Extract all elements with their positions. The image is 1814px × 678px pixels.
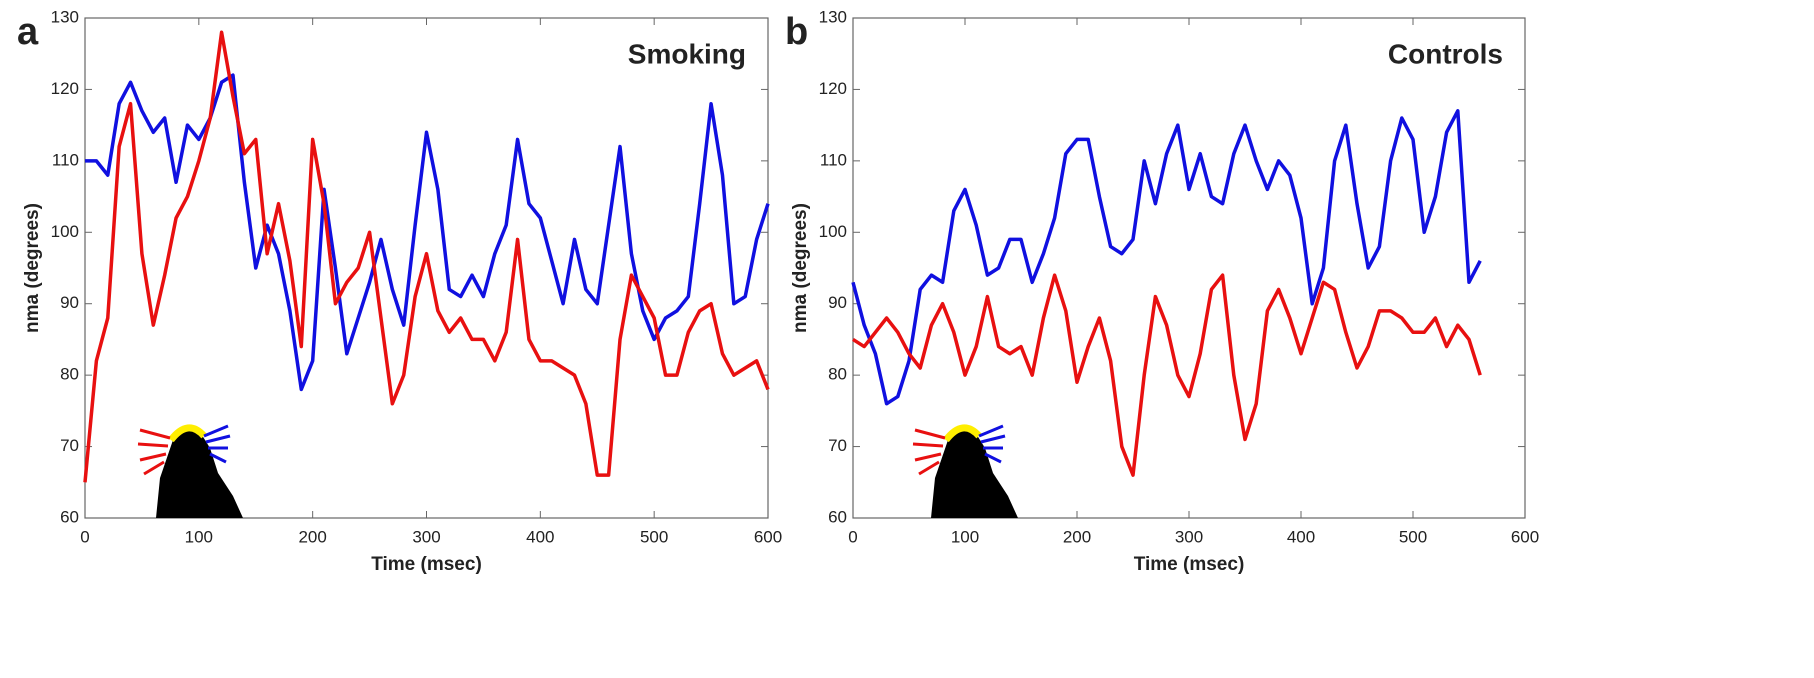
y-tick-label: 60 bbox=[828, 507, 847, 526]
y-tick-label: 80 bbox=[60, 365, 79, 384]
y-tick-label: 110 bbox=[820, 150, 847, 169]
x-tick-label: 600 bbox=[754, 527, 782, 546]
y-tick-label: 130 bbox=[819, 7, 847, 26]
y-tick-label: 80 bbox=[828, 365, 847, 384]
y-tick-label: 60 bbox=[60, 507, 79, 526]
x-tick-label: 300 bbox=[1175, 527, 1203, 546]
x-tick-label: 500 bbox=[640, 527, 668, 546]
x-tick-label: 400 bbox=[526, 527, 554, 546]
y-tick-label: 90 bbox=[60, 293, 79, 312]
data-line bbox=[852, 273, 1482, 477]
panel-title: Controls bbox=[1388, 38, 1503, 69]
x-tick-label: 100 bbox=[185, 527, 213, 546]
y-tick-label: 120 bbox=[819, 79, 847, 98]
y-tick-label: 100 bbox=[51, 222, 79, 241]
y-tick-label: 70 bbox=[828, 436, 847, 455]
panel-letter: b bbox=[785, 11, 808, 53]
x-tick-label: 400 bbox=[1287, 527, 1315, 546]
x-axis-title: Time (msec) bbox=[1134, 554, 1245, 575]
panel-title: Smoking bbox=[628, 38, 746, 69]
x-tick-label: 100 bbox=[951, 527, 979, 546]
y-tick-label: 100 bbox=[819, 222, 847, 241]
y-tick-label: 70 bbox=[60, 436, 79, 455]
x-tick-label: 0 bbox=[848, 527, 857, 546]
x-axis-title: Time (msec) bbox=[371, 554, 482, 575]
y-axis-title: nma (degrees) bbox=[790, 203, 811, 333]
panel-letter: a bbox=[17, 11, 39, 53]
x-tick-label: 200 bbox=[298, 527, 326, 546]
x-tick-label: 0 bbox=[80, 527, 89, 546]
y-tick-label: 120 bbox=[51, 79, 79, 98]
y-tick-label: 110 bbox=[52, 150, 79, 169]
data-line bbox=[85, 73, 770, 392]
x-tick-label: 500 bbox=[1399, 527, 1427, 546]
y-axis-title: nma (degrees) bbox=[22, 203, 43, 333]
y-tick-label: 130 bbox=[51, 7, 79, 26]
data-line bbox=[851, 109, 1482, 406]
x-tick-label: 300 bbox=[412, 527, 440, 546]
data-line bbox=[83, 30, 770, 483]
y-tick-label: 90 bbox=[828, 293, 847, 312]
x-tick-label: 600 bbox=[1511, 527, 1539, 546]
x-tick-label: 200 bbox=[1063, 527, 1091, 546]
